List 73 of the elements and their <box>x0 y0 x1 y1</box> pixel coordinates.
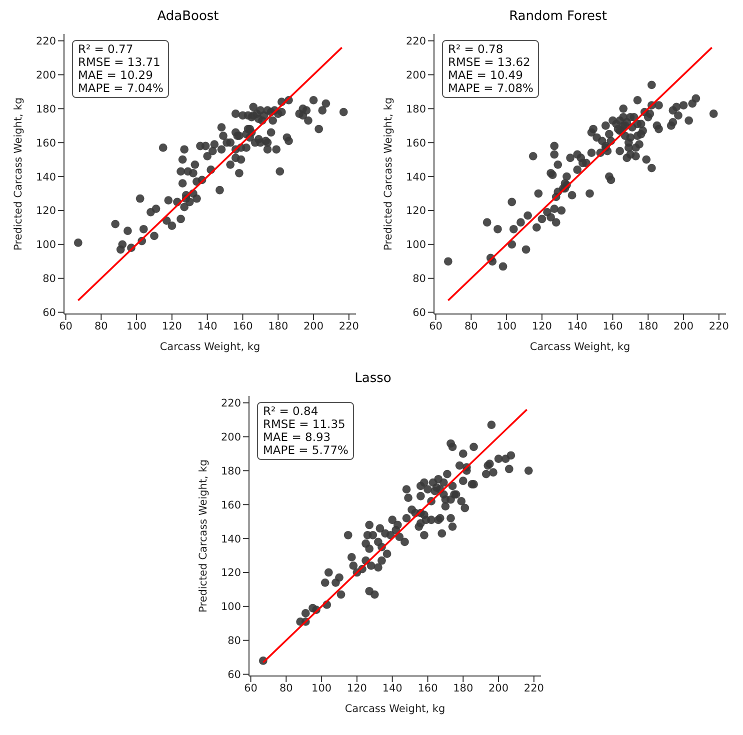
y-tick-label: 60 <box>412 307 426 320</box>
y-tick-label: 140 <box>36 171 56 184</box>
x-tick-label: 180 <box>268 320 288 332</box>
x-tick-label: 220 <box>338 320 359 332</box>
x-tick-label: 80 <box>464 320 478 332</box>
x-tick-label: 80 <box>279 682 293 694</box>
y-tick-label: 200 <box>220 431 241 444</box>
x-tick-label: 120 <box>532 320 552 332</box>
y-tick-label: 100 <box>406 239 426 252</box>
y-tick-label: 180 <box>36 103 56 116</box>
y-tick-label: 160 <box>220 499 241 512</box>
x-axis-title: Carcass Weight, kg <box>530 341 630 353</box>
x-tick-label: 180 <box>638 320 658 332</box>
x-tick-label: 60 <box>59 320 72 332</box>
x-axis-title: Carcass Weight, kg <box>160 341 260 353</box>
y-tick-label: 100 <box>220 601 241 614</box>
y-tick-label: 60 <box>228 669 241 682</box>
x-tick-label: 80 <box>94 320 108 332</box>
x-tick-label: 200 <box>304 320 324 332</box>
y-tick-label: 180 <box>406 103 426 116</box>
y-tick-label: 120 <box>220 567 241 580</box>
x-tick-label: 120 <box>346 682 367 694</box>
x-tick-label: 100 <box>126 320 147 332</box>
y-tick-label: 220 <box>36 36 56 48</box>
x-tick-label: 160 <box>602 320 623 332</box>
x-tick-label: 200 <box>674 320 694 332</box>
y-axis-title: Predicted Carcass Weight, kg <box>12 98 25 250</box>
y-tick-label: 80 <box>228 635 241 648</box>
annotation: MAPE = 7.08% <box>448 81 534 95</box>
chart-title: AdaBoost <box>156 8 220 26</box>
chart-title: Random Forest <box>508 8 608 26</box>
x-tick-label: 220 <box>524 682 544 694</box>
y-tick-label: 80 <box>412 273 426 286</box>
x-tick-label: 60 <box>429 320 442 332</box>
annotation: MAE = 10.29 <box>78 68 154 82</box>
annotation: MAPE = 5.77% <box>263 443 348 457</box>
x-tick-label: 140 <box>382 682 402 694</box>
x-tick-label: 100 <box>312 682 332 694</box>
annotation: RMSE = 13.62 <box>448 55 532 69</box>
y-tick-label: 140 <box>406 171 426 184</box>
y-axis-title: Predicted Carcass Weight, kg <box>382 98 395 250</box>
annotation: MAE = 10.49 <box>448 68 524 82</box>
annotation: RMSE = 13.71 <box>78 55 162 69</box>
chart-title: Lasso <box>354 370 392 388</box>
y-tick-label: 60 <box>42 307 56 320</box>
annotation: RMSE = 11.35 <box>263 417 346 431</box>
y-tick-label: 160 <box>36 137 56 150</box>
annotation: R² = 0.77 <box>78 42 134 56</box>
annotation: MAE = 8.93 <box>263 430 332 444</box>
y-tick-label: 160 <box>406 137 426 150</box>
annotation: MAPE = 7.04% <box>78 81 164 95</box>
x-tick-label: 180 <box>453 682 474 694</box>
x-tick-label: 100 <box>496 320 517 332</box>
y-tick-label: 200 <box>406 69 426 82</box>
x-axis-title: Carcass Weight, kg <box>344 703 446 715</box>
y-axis-title: Predicted Carcass Weight, kg <box>198 460 210 612</box>
y-tick-label: 220 <box>406 36 426 48</box>
annotation: R² = 0.78 <box>448 42 504 56</box>
y-tick-label: 200 <box>36 69 56 82</box>
y-tick-label: 100 <box>36 239 56 252</box>
y-tick-label: 180 <box>220 465 241 478</box>
y-tick-label: 120 <box>406 205 426 218</box>
x-tick-label: 140 <box>567 320 588 332</box>
y-tick-label: 140 <box>220 533 241 546</box>
x-tick-label: 140 <box>197 320 218 332</box>
x-tick-label: 120 <box>162 320 182 332</box>
y-tick-label: 220 <box>220 398 241 410</box>
x-tick-label: 200 <box>488 682 509 694</box>
y-tick-label: 120 <box>36 205 56 218</box>
x-tick-label: 220 <box>708 320 729 332</box>
annotation: R² = 0.84 <box>263 404 320 418</box>
y-tick-label: 80 <box>42 273 56 286</box>
x-tick-label: 60 <box>244 682 258 694</box>
